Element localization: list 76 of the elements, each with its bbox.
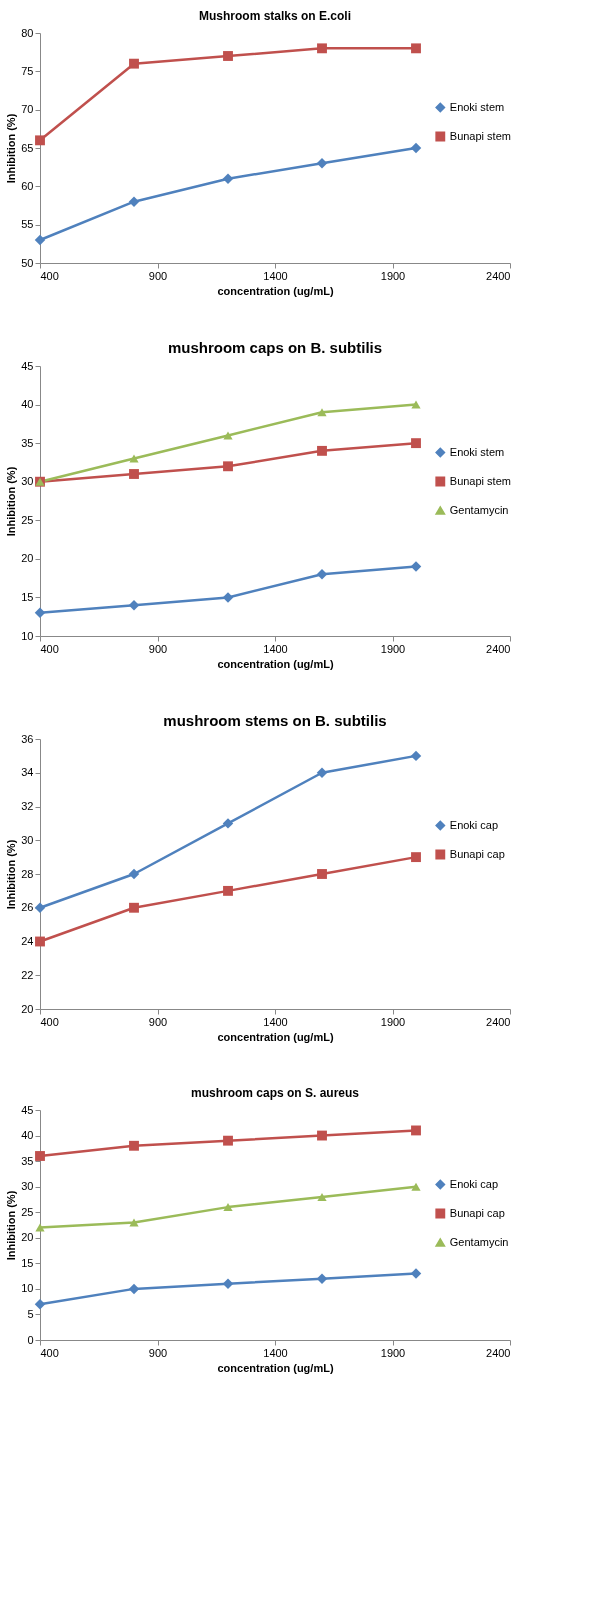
y-tick-label: 36 — [21, 732, 34, 745]
y-tick-label: 50 — [21, 256, 34, 269]
legend-label: Gentamycin — [449, 1235, 509, 1248]
x-axis-title: concentration (ug/mL) — [217, 284, 334, 297]
chart-title: mushroom caps on B. subtilis — [167, 339, 383, 356]
y-tick-label: 55 — [21, 218, 34, 231]
y-tick-label: 80 — [21, 26, 34, 39]
legend-label: Enoki stem — [449, 445, 505, 458]
x-tick-label: 1900 — [380, 269, 406, 282]
y-tick-label: 32 — [21, 800, 34, 812]
y-tick-label: 30 — [21, 1180, 34, 1193]
x-tick-label: 1400 — [263, 1346, 288, 1359]
y-axis-title: Inhibition (%) — [5, 1190, 18, 1261]
x-tick-label: 2400 — [486, 1015, 511, 1028]
x-tick-label: 400 — [40, 269, 59, 282]
y-tick-label: 15 — [21, 1256, 34, 1269]
chart-title: Mushroom stalks on E.coli — [198, 9, 352, 23]
y-tick-label: 70 — [21, 103, 34, 116]
y-tick-label: 28 — [21, 867, 34, 880]
y-tick-label: 30 — [21, 833, 34, 846]
y-tick-label: 25 — [21, 1205, 34, 1218]
x-tick-label: 1900 — [380, 642, 406, 655]
x-tick-label: 900 — [148, 642, 168, 655]
legend-label: Enoki stem — [449, 100, 505, 113]
y-tick-label: 35 — [21, 1154, 34, 1167]
legend-label: Bunapi stem — [449, 474, 511, 487]
legend-label: Bunapi cap — [449, 847, 505, 860]
y-tick-label: 45 — [21, 1103, 34, 1116]
y-tick-label: 20 — [21, 552, 34, 565]
y-tick-label: 24 — [21, 935, 34, 947]
y-tick-label: 60 — [21, 179, 34, 192]
x-axis-title: concentration (ug/mL) — [217, 1030, 334, 1043]
chart-title: mushroom stems on B. subtilis — [163, 712, 387, 729]
x-tick-label: 900 — [148, 1346, 168, 1359]
y-tick-label: 10 — [21, 1282, 34, 1295]
y-tick-label: 45 — [21, 359, 34, 372]
x-axis-title: concentration (ug/mL) — [217, 657, 334, 670]
x-tick-label: 1900 — [380, 1015, 406, 1028]
x-tick-label: 400 — [40, 642, 59, 655]
y-tick-label: 34 — [21, 766, 34, 779]
x-tick-label: 2400 — [486, 269, 511, 282]
legend-label: Enoki cap — [449, 1177, 499, 1190]
y-tick-label: 0 — [27, 1333, 34, 1346]
x-tick-label: 2400 — [486, 642, 511, 655]
x-tick-label: 1900 — [380, 1346, 406, 1359]
y-tick-label: 20 — [21, 1002, 34, 1015]
x-tick-label: 1400 — [263, 642, 288, 655]
x-tick-label: 400 — [40, 1346, 59, 1359]
y-tick-label: 26 — [21, 901, 34, 914]
y-tick-label: 15 — [21, 590, 34, 603]
x-tick-label: 2400 — [486, 1346, 511, 1359]
y-tick-label: 30 — [21, 475, 34, 488]
chart-title: mushroom caps on S. aureus — [190, 1086, 360, 1100]
x-tick-label: 900 — [148, 269, 168, 282]
y-tick-label: 75 — [21, 64, 34, 77]
x-tick-label: 900 — [148, 1015, 168, 1028]
y-tick-label: 22 — [21, 968, 34, 981]
legend-label: Enoki cap — [449, 818, 499, 831]
y-tick-label: 25 — [21, 513, 34, 526]
x-tick-label: 400 — [40, 1015, 59, 1028]
y-tick-label: 65 — [21, 141, 34, 154]
x-tick-label: 1400 — [263, 1015, 288, 1028]
y-tick-label: 10 — [21, 629, 34, 642]
legend-label: Bunapi stem — [449, 129, 511, 142]
y-axis-title: Inhibition (%) — [5, 113, 18, 184]
legend-label: Bunapi cap — [449, 1206, 505, 1219]
y-axis-title: Inhibition (%) — [5, 466, 18, 537]
y-tick-label: 40 — [21, 398, 34, 411]
y-tick-label: 20 — [21, 1231, 34, 1244]
x-axis-title: concentration (ug/mL) — [217, 1361, 334, 1374]
x-tick-label: 1400 — [263, 269, 288, 282]
y-tick-label: 35 — [21, 436, 34, 449]
legend-label: Gentamycin — [449, 503, 509, 516]
y-axis-title: Inhibition (%) — [5, 839, 18, 910]
y-tick-label: 5 — [27, 1307, 34, 1320]
y-tick-label: 40 — [21, 1129, 34, 1142]
